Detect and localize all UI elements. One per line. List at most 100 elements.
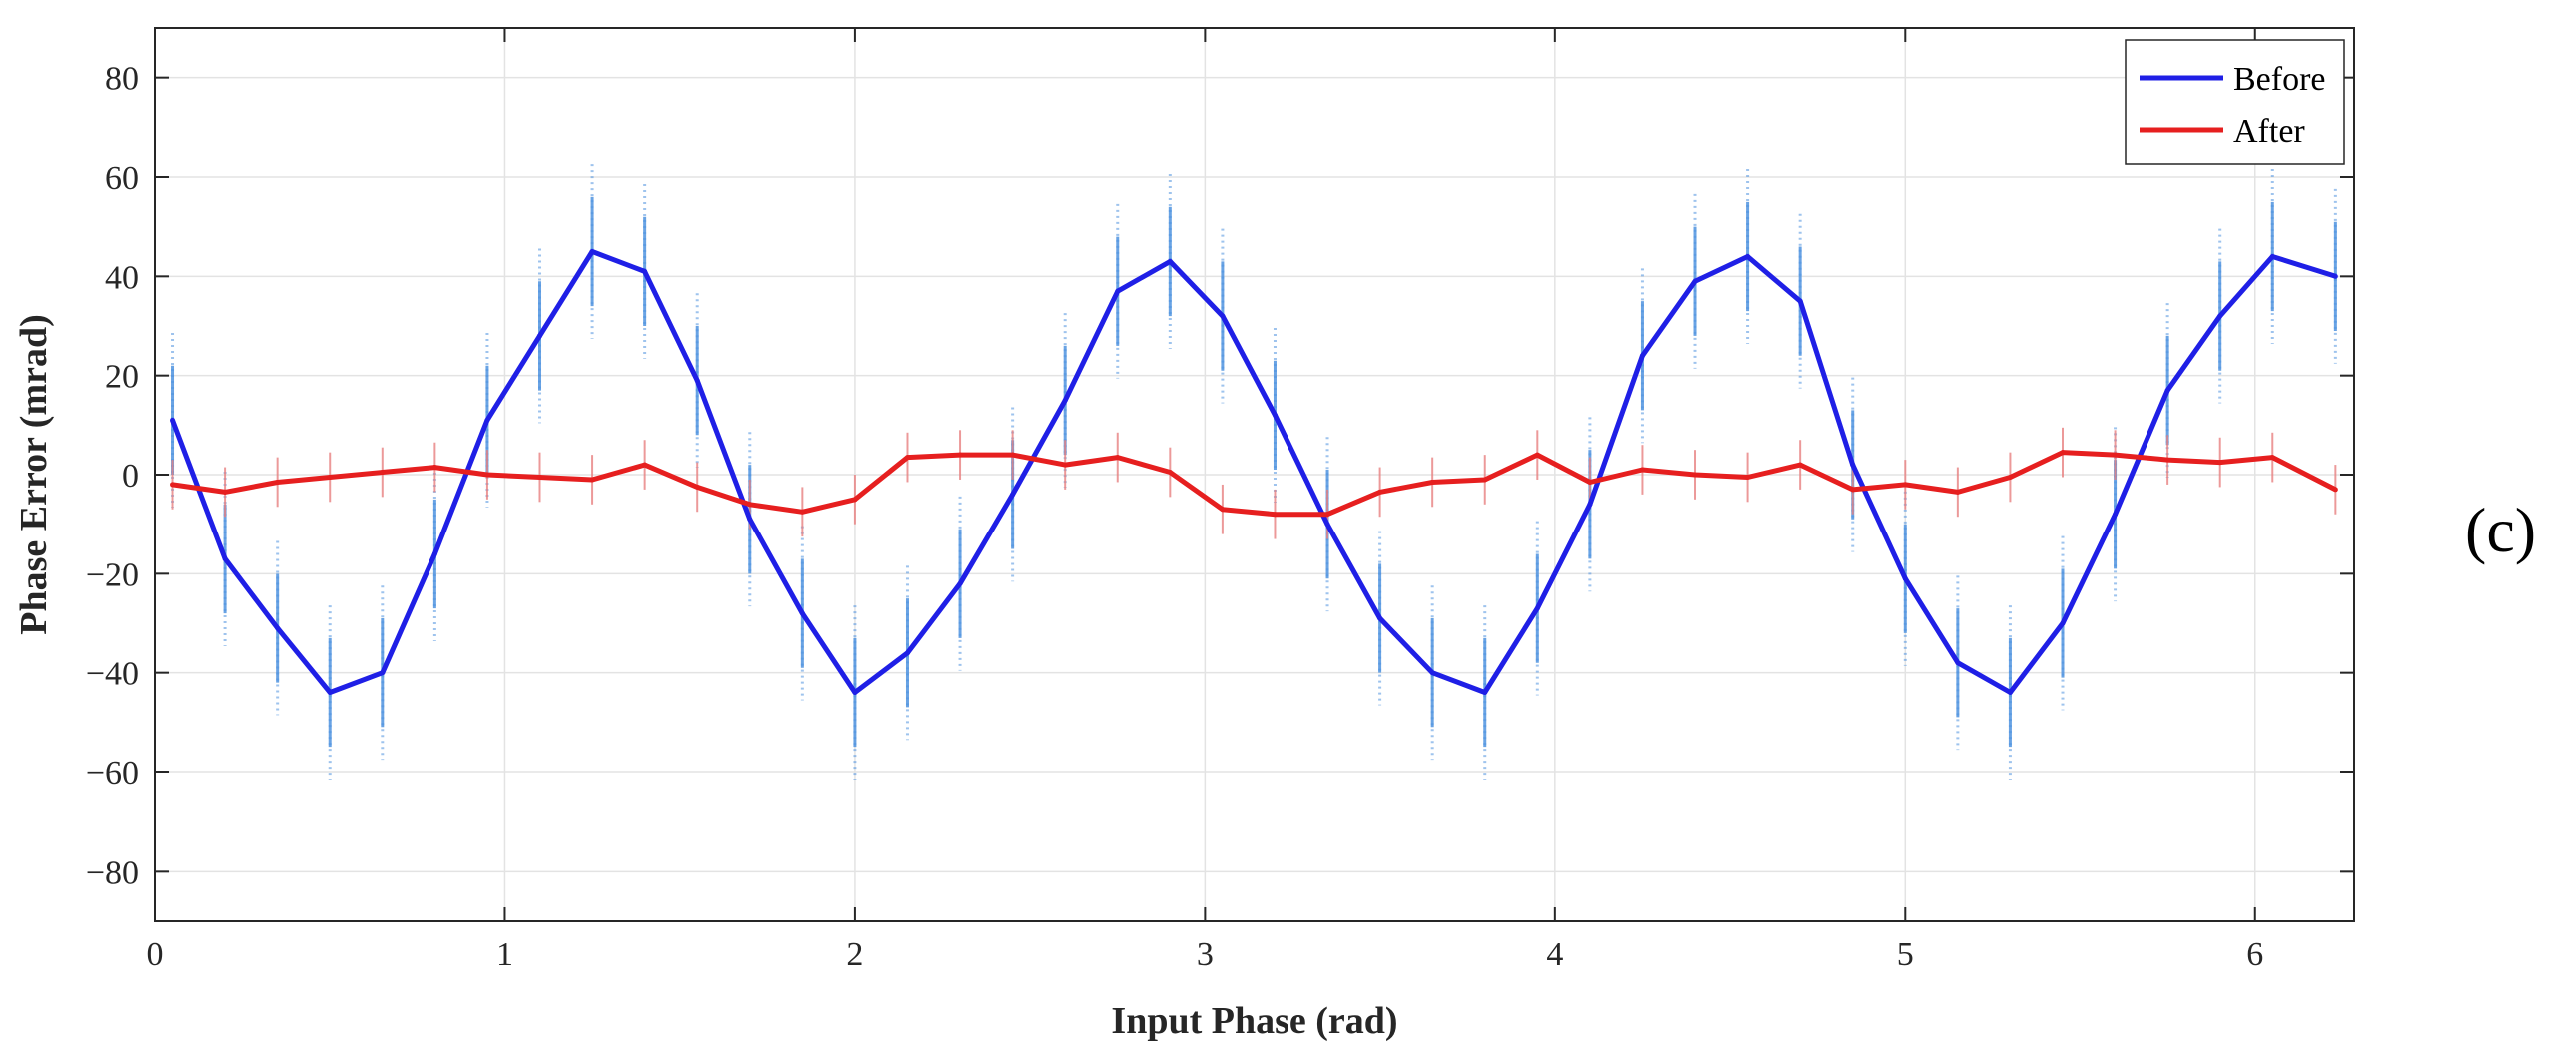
data-point-after <box>275 479 281 485</box>
data-point-after <box>170 482 176 488</box>
data-point-before <box>642 268 648 274</box>
data-point-after <box>1745 474 1751 480</box>
data-point-after <box>642 462 648 468</box>
data-point-before <box>1167 258 1173 264</box>
data-point-before <box>1745 253 1751 259</box>
data-point-after <box>1850 487 1856 493</box>
data-point-after <box>2164 457 2170 463</box>
data-point-after <box>1902 482 1908 488</box>
data-point-before <box>747 517 753 523</box>
data-point-before <box>589 249 595 254</box>
y-tick-labels: −80 −60 −40 −20 0 20 40 60 80 <box>86 61 139 892</box>
data-point-before <box>1692 278 1698 284</box>
data-point-before <box>852 690 858 696</box>
data-point-after <box>1220 507 1226 513</box>
data-point-before <box>2164 388 2170 394</box>
y-tick-label: −60 <box>86 755 139 792</box>
x-tick-label: 0 <box>147 936 164 973</box>
data-point-after <box>1377 489 1383 495</box>
legend-label-before: Before <box>2233 61 2326 98</box>
data-point-before <box>799 610 805 616</box>
data-point-before <box>1324 522 1330 528</box>
data-point-after <box>1639 467 1645 473</box>
data-point-before <box>694 378 700 384</box>
data-point-before <box>1010 492 1016 498</box>
data-point-after <box>1797 462 1803 468</box>
x-tick-label: 1 <box>496 936 513 973</box>
legend-label-after: After <box>2233 113 2305 150</box>
data-point-before <box>2007 690 2013 696</box>
data-point-after <box>957 452 963 458</box>
x-tick-label: 5 <box>1897 936 1914 973</box>
data-point-before <box>2060 620 2066 626</box>
y-tick-label: −20 <box>86 556 139 593</box>
data-point-before <box>957 580 963 586</box>
data-point-after <box>431 465 437 471</box>
y-tick-label: −80 <box>86 854 139 891</box>
tick-layer <box>154 28 2354 921</box>
data-point-before <box>1272 412 1278 418</box>
y-tick-label: −40 <box>86 656 139 693</box>
data-point-after <box>2113 452 2119 458</box>
data-point-after <box>327 474 333 480</box>
data-point-after <box>1587 479 1593 485</box>
data-point-before <box>170 417 176 423</box>
legend-box <box>2125 39 2345 165</box>
data-point-after <box>2332 487 2338 493</box>
data-point-after <box>852 497 858 503</box>
data-point-before <box>327 690 333 696</box>
data-point-before <box>537 333 543 339</box>
data-point-before <box>2332 273 2338 279</box>
data-point-before <box>1850 462 1856 468</box>
y-tick-label: 60 <box>105 160 139 197</box>
data-point-after <box>1272 512 1278 518</box>
x-tick-labels: 0 1 2 3 4 5 6 <box>147 936 2264 973</box>
data-point-after <box>484 472 490 478</box>
data-point-after <box>1692 472 1698 478</box>
data-point-before <box>2269 253 2275 259</box>
data-point-before <box>2217 313 2223 319</box>
data-point-after <box>2217 460 2223 466</box>
series-line-after <box>172 450 2337 518</box>
x-tick-label: 6 <box>2246 936 2263 973</box>
y-tick-label: 80 <box>105 61 139 98</box>
data-point-after <box>1429 479 1435 485</box>
legend: Before After <box>2125 39 2345 165</box>
data-point-after <box>747 502 753 508</box>
data-point-before <box>1639 353 1645 359</box>
data-point-after <box>799 509 805 515</box>
x-tick-label: 3 <box>1197 936 1214 973</box>
data-point-before <box>1534 605 1540 611</box>
data-point-after <box>2269 455 2275 461</box>
data-point-before <box>275 625 281 631</box>
data-point-after <box>1167 470 1173 476</box>
data-point-before <box>1797 298 1803 304</box>
data-point-before <box>1377 615 1383 621</box>
series-line-before <box>170 249 2337 695</box>
data-point-before <box>484 417 490 423</box>
data-point-before <box>2113 512 2119 518</box>
data-point-before <box>380 670 386 676</box>
grid-layer <box>154 28 2354 921</box>
y-tick-label: 20 <box>105 359 139 396</box>
data-point-after <box>2007 474 2013 480</box>
data-point-after <box>537 474 543 480</box>
data-point-after <box>2060 450 2066 456</box>
data-point-before <box>1587 502 1593 508</box>
data-point-before <box>904 650 910 656</box>
data-point-before <box>1955 660 1961 666</box>
y-tick-label: 0 <box>122 458 139 495</box>
x-tick-label: 2 <box>846 936 863 973</box>
y-tick-label: 40 <box>105 259 139 296</box>
data-point-after <box>589 477 595 483</box>
y-axis-label: Phase Error (mrad) <box>13 314 55 635</box>
x-axis-label: Input Phase (rad) <box>1111 1000 1397 1042</box>
data-point-after <box>1955 489 1961 495</box>
data-point-after <box>1324 512 1330 518</box>
data-point-before <box>431 550 437 556</box>
data-point-after <box>694 484 700 490</box>
data-point-before <box>1902 575 1908 581</box>
data-point-after <box>1010 452 1016 458</box>
data-point-before <box>1220 313 1226 319</box>
